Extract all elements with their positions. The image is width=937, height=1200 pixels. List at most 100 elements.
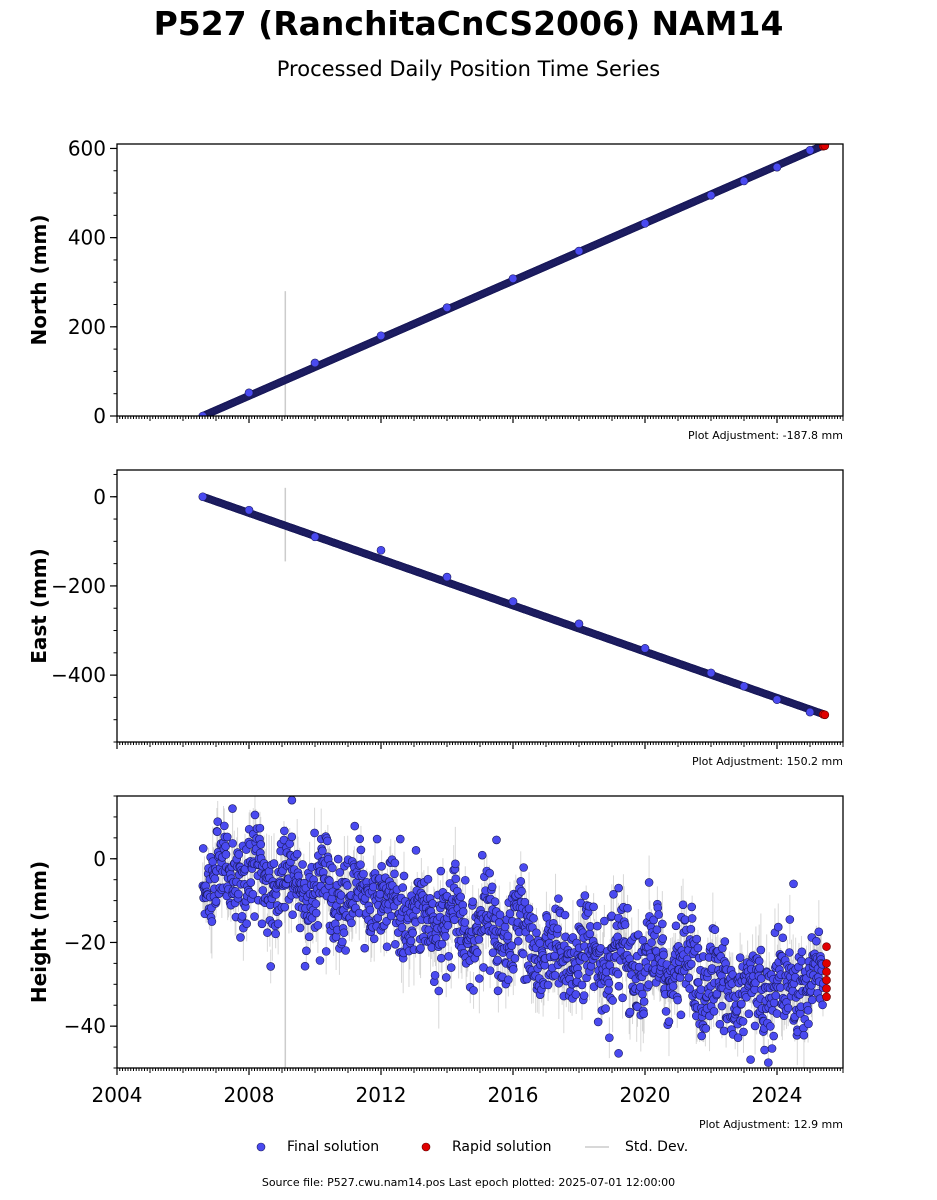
final-point — [442, 303, 452, 312]
final-point — [738, 1017, 748, 1026]
x-tick-label: 2016 — [488, 1083, 539, 1107]
final-point — [658, 934, 668, 943]
final-point — [756, 974, 766, 983]
final-point — [577, 980, 587, 990]
final-point — [638, 989, 647, 999]
final-point — [436, 953, 446, 963]
final-point — [244, 505, 254, 515]
x-tick-label: 2004 — [92, 1083, 143, 1107]
y-tick-label: 0 — [93, 404, 106, 428]
final-point — [198, 844, 208, 853]
chart-title: P527 (RanchitaCnCS2006) NAM14 — [153, 4, 784, 43]
chart-subtitle: Processed Daily Position Time Series — [276, 57, 661, 81]
y-tick-label: 400 — [68, 226, 106, 250]
final-point — [649, 915, 658, 925]
final-point — [701, 1024, 711, 1033]
east-plot-adjustment: Plot Adjustment: 150.2 mm — [691, 755, 843, 768]
final-point — [529, 914, 538, 923]
final-point — [280, 826, 289, 836]
final-point — [620, 920, 630, 929]
north-rapid-points — [818, 144, 830, 151]
final-point — [323, 836, 332, 846]
final-point — [328, 863, 337, 873]
final-point — [376, 545, 386, 555]
final-point — [443, 921, 453, 930]
x-tick-label: 2008 — [224, 1083, 275, 1107]
final-point — [246, 878, 256, 887]
final-point — [739, 176, 749, 186]
final-point — [661, 1007, 671, 1016]
final-point — [785, 948, 794, 957]
final-point — [658, 919, 667, 929]
height-rapid-points — [822, 942, 831, 1002]
final-point — [434, 986, 444, 996]
final-point — [623, 903, 632, 913]
x-tick-label: 2024 — [752, 1083, 803, 1107]
final-point — [517, 886, 526, 896]
final-point — [477, 850, 487, 860]
final-point — [325, 876, 334, 886]
final-point — [487, 882, 497, 892]
final-point — [633, 1002, 642, 1012]
final-point — [571, 990, 581, 999]
north-y-axis-label: North (mm) — [27, 214, 51, 345]
final-point — [818, 1000, 827, 1010]
final-point — [500, 922, 510, 932]
final-point — [659, 950, 668, 960]
final-point — [213, 817, 223, 826]
final-point — [687, 914, 697, 923]
final-point — [310, 828, 319, 838]
final-point — [263, 928, 272, 937]
final-point — [543, 980, 553, 990]
final-point — [654, 910, 663, 919]
final-point — [508, 965, 518, 974]
final-point — [709, 1007, 719, 1016]
final-point — [318, 846, 327, 856]
final-point — [785, 915, 795, 924]
final-point — [600, 916, 609, 926]
final-point — [237, 911, 247, 921]
final-point — [248, 889, 258, 899]
north-final-points — [198, 144, 828, 416]
y-tick-label: 0 — [93, 485, 106, 509]
legend-stddev-label: Std. Dev. — [625, 1139, 689, 1155]
final-point — [601, 1004, 610, 1013]
final-point — [720, 937, 730, 946]
final-point — [507, 941, 516, 950]
final-point — [287, 796, 297, 805]
final-point — [408, 928, 417, 938]
final-point — [613, 969, 623, 979]
final-point — [437, 939, 447, 949]
final-point — [719, 1026, 729, 1036]
final-point — [609, 890, 618, 899]
final-point — [589, 902, 598, 912]
final-point — [310, 358, 320, 368]
std-dev-line-icon — [585, 1146, 609, 1148]
final-point — [614, 981, 624, 991]
final-point — [313, 921, 323, 930]
final-point — [475, 974, 484, 983]
final-point — [221, 850, 231, 859]
final-point — [593, 921, 602, 931]
final-point — [441, 932, 450, 941]
rapid-point — [822, 992, 831, 1002]
final-point — [295, 923, 305, 933]
final-point — [335, 868, 345, 877]
final-point — [416, 943, 425, 953]
final-point — [532, 928, 541, 938]
final-point — [772, 695, 782, 704]
legend-rapid-label: Rapid solution — [452, 1139, 552, 1155]
final-point — [508, 274, 518, 283]
final-point — [733, 1033, 743, 1042]
final-point — [390, 858, 400, 868]
final-point — [451, 859, 460, 869]
final-point — [472, 948, 482, 957]
y-tick-label: 0 — [93, 847, 106, 871]
final-point — [614, 1049, 623, 1058]
height-panel: −40 −20 0 2004 2008 2012 2016 2020 2024 Height (m… — [27, 795, 844, 1107]
final-point — [256, 840, 266, 849]
rapid-point — [822, 942, 831, 951]
final-point — [391, 940, 400, 949]
final-point — [436, 866, 446, 876]
